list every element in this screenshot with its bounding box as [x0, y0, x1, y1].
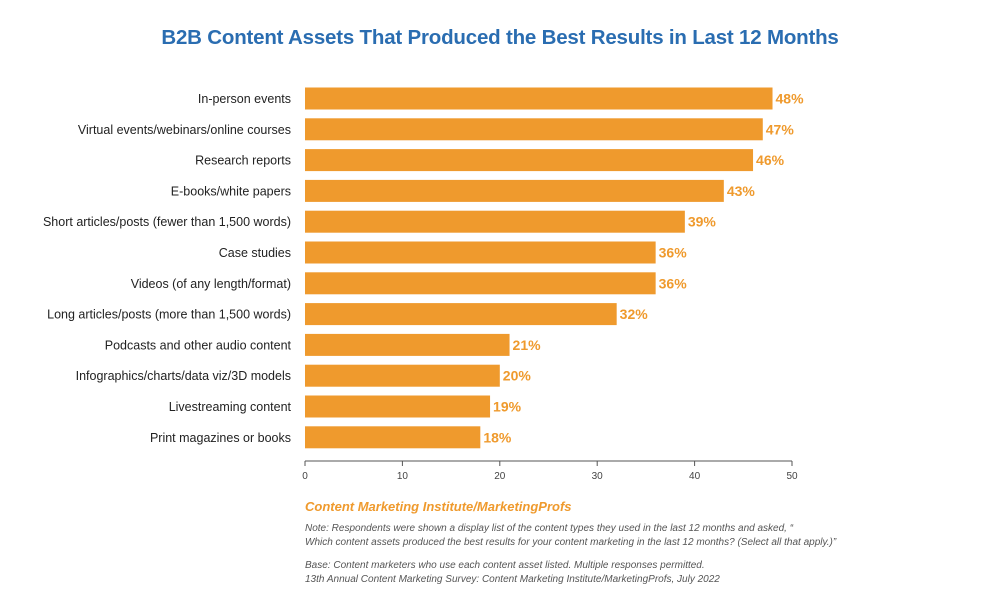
- value-label: 36%: [659, 245, 688, 261]
- x-tick-label: 20: [494, 471, 506, 482]
- category-label: Long articles/posts (more than 1,500 wor…: [47, 308, 291, 322]
- category-label: Livestreaming content: [169, 400, 292, 414]
- category-label: E-books/white papers: [171, 184, 291, 198]
- category-label: Research reports: [195, 154, 291, 168]
- bar: [305, 210, 685, 233]
- bar: [305, 87, 773, 110]
- category-label: Short articles/posts (fewer than 1,500 w…: [43, 215, 291, 229]
- value-label: 46%: [756, 152, 785, 168]
- category-label: Print magazines or books: [150, 431, 291, 445]
- base-line-1: Base: Content marketers who use each con…: [305, 560, 705, 571]
- value-label: 47%: [766, 121, 795, 137]
- category-label: In-person events: [198, 92, 291, 106]
- value-label: 19%: [493, 399, 522, 415]
- bar: [305, 272, 656, 295]
- category-label: Podcasts and other audio content: [105, 338, 292, 352]
- value-label: 21%: [513, 337, 542, 353]
- category-label: Videos (of any length/format): [131, 277, 291, 291]
- bar: [305, 241, 656, 264]
- value-label: 20%: [503, 368, 532, 384]
- chart-title: B2B Content Assets That Produced the Bes…: [161, 26, 839, 49]
- bar: [305, 364, 500, 387]
- x-tick-label: 50: [786, 471, 798, 482]
- bar: [305, 333, 510, 356]
- category-label: Case studies: [219, 246, 291, 260]
- value-label: 48%: [776, 91, 805, 107]
- value-label: 36%: [659, 275, 688, 291]
- x-tick-label: 10: [397, 471, 409, 482]
- x-tick-label: 0: [302, 471, 308, 482]
- x-tick-label: 40: [689, 471, 701, 482]
- value-label: 32%: [620, 306, 649, 322]
- category-label: Virtual events/webinars/online courses: [78, 123, 291, 137]
- bar: [305, 303, 617, 326]
- value-label: 43%: [727, 183, 756, 199]
- bar: [305, 149, 754, 172]
- bar: [305, 426, 481, 449]
- note-line-1: Note: Respondents were shown a display l…: [305, 523, 794, 534]
- source-label: Content Marketing Institute/MarketingPro…: [305, 499, 572, 514]
- base-line-2: 13th Annual Content Marketing Survey: Co…: [305, 574, 720, 585]
- bar: [305, 395, 491, 418]
- value-label: 18%: [483, 429, 512, 445]
- x-tick-label: 30: [592, 471, 604, 482]
- category-label: Infographics/charts/data viz/3D models: [76, 369, 291, 383]
- note-line-2: Which content assets produced the best r…: [305, 537, 837, 548]
- bar: [305, 118, 763, 141]
- bar: [305, 179, 724, 202]
- value-label: 39%: [688, 214, 717, 230]
